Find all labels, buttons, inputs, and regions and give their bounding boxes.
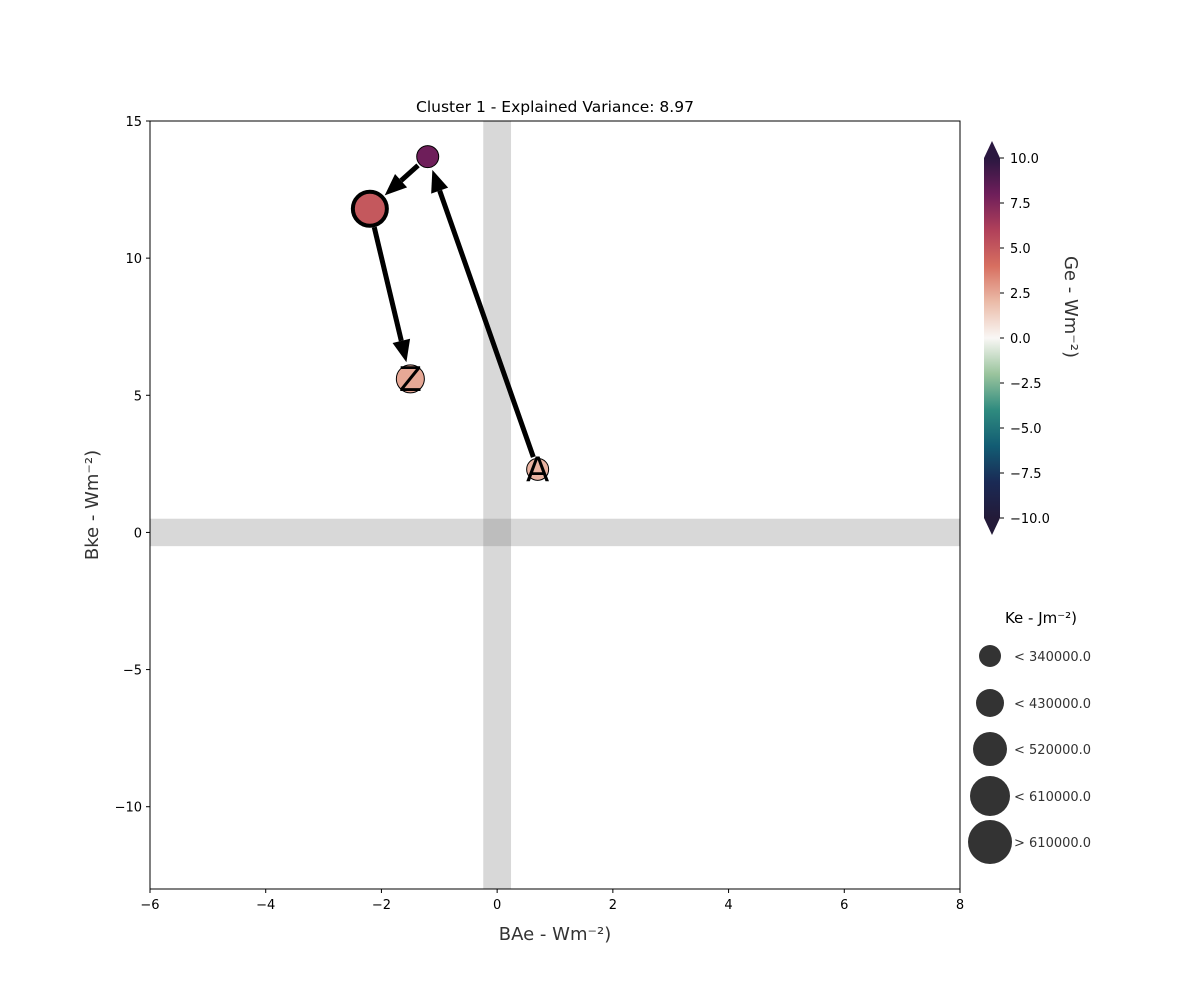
colorbar-extend-max <box>984 141 1000 158</box>
point-label: Z <box>399 360 422 400</box>
size-legend-marker <box>973 732 1007 766</box>
data-point <box>526 457 550 481</box>
zero-band-vertical <box>483 121 512 889</box>
x-tick-label: −2 <box>372 898 391 913</box>
colorbar-tick-label: 2.5 <box>1010 287 1031 302</box>
size-legend-title: Ke - Jm⁻²) <box>1005 609 1077 627</box>
y-tick-label: 15 <box>125 115 142 130</box>
point-label: A <box>526 450 549 490</box>
x-tick-label: 8 <box>956 898 964 913</box>
y-axis-label: Bke - Wm⁻²) <box>82 450 103 560</box>
size-legend-label: < 430000.0 <box>1014 697 1091 712</box>
x-tick-label: 0 <box>493 898 501 913</box>
colorbar-tick-label: 10.0 <box>1010 152 1039 167</box>
colorbar-tick-label: −7.5 <box>1010 467 1042 482</box>
zero-band-horizontal <box>150 518 960 547</box>
trajectory-arrow <box>399 163 420 183</box>
arrow-head <box>431 169 449 194</box>
data-point <box>416 145 440 169</box>
size-legend-label: < 340000.0 <box>1014 650 1091 665</box>
x-tick-label: −6 <box>140 898 159 913</box>
plot-area: −6 −4 −2 0 2 4 6 8 −10 −5 0 5 10 15 A Z <box>115 115 965 913</box>
trajectory-arrow <box>437 189 536 458</box>
colorbar-tick-label: 7.5 <box>1010 197 1031 212</box>
colorbar: 10.0 7.5 5.0 2.5 0.0 −2.5 −5.0 −7.5 −10.0 <box>984 141 1050 535</box>
x-tick-label: −4 <box>256 898 275 913</box>
x-tick-label: 6 <box>840 898 848 913</box>
colorbar-tick-label: 0.0 <box>1010 332 1031 347</box>
size-legend: Ke - Jm⁻²) < 340000.0 < 430000.0 < 520000.… <box>968 609 1091 864</box>
colorbar-gradient <box>984 158 1000 518</box>
size-legend-marker <box>970 776 1010 816</box>
arrow-head <box>392 338 411 363</box>
chart-title: Cluster 1 - Explained Variance: 8.97 <box>416 98 694 116</box>
x-tick-label: 2 <box>609 898 617 913</box>
x-tick-label: 4 <box>724 898 732 913</box>
size-legend-marker <box>976 689 1004 717</box>
colorbar-tick-label: −2.5 <box>1010 377 1042 392</box>
colorbar-label: Ge - Wm⁻²) <box>1060 256 1081 358</box>
data-point <box>395 364 425 394</box>
colorbar-extend-min <box>984 518 1000 535</box>
size-legend-marker <box>979 645 1001 667</box>
y-tick-label: 5 <box>134 389 142 404</box>
size-legend-label: > 610000.0 <box>1014 836 1091 851</box>
y-tick-label: 0 <box>134 526 142 541</box>
y-tick-label: 10 <box>125 252 142 267</box>
size-legend-marker <box>968 820 1012 864</box>
arrow-head <box>384 173 408 196</box>
colorbar-tick-label: −10.0 <box>1010 512 1050 527</box>
data-point <box>350 189 389 228</box>
colorbar-tick-label: 5.0 <box>1010 242 1031 257</box>
y-tick-label: −10 <box>115 801 142 816</box>
colorbar-tick-label: −5.0 <box>1010 422 1042 437</box>
plot-frame <box>149 120 961 890</box>
x-axis-label: BAe - Wm⁻²) <box>499 924 611 945</box>
y-tick-label: −5 <box>123 664 142 679</box>
size-legend-label: < 520000.0 <box>1014 743 1091 758</box>
trajectory-arrow <box>371 226 404 342</box>
size-legend-label: < 610000.0 <box>1014 790 1091 805</box>
